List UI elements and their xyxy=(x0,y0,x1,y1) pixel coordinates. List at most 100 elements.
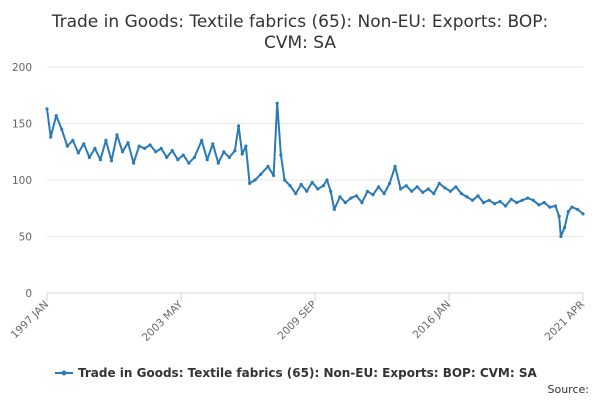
data-point[interactable] xyxy=(338,195,342,199)
data-point[interactable] xyxy=(181,153,185,157)
data-point[interactable] xyxy=(566,210,570,214)
source-label[interactable]: Source: xyxy=(548,383,590,396)
data-point[interactable] xyxy=(165,155,169,159)
data-point[interactable] xyxy=(548,205,552,209)
legend[interactable]: Trade in Goods: Textile fabrics (65): No… xyxy=(55,366,537,380)
data-point[interactable] xyxy=(376,185,381,189)
data-point[interactable] xyxy=(240,152,244,156)
data-point[interactable] xyxy=(132,161,136,165)
data-point[interactable] xyxy=(410,189,414,193)
data-point[interactable] xyxy=(559,234,563,239)
data-point[interactable] xyxy=(294,192,298,196)
data-point[interactable] xyxy=(65,144,69,148)
data-point[interactable] xyxy=(93,146,97,150)
data-point[interactable] xyxy=(233,149,237,153)
data-point[interactable] xyxy=(432,192,436,196)
data-point[interactable] xyxy=(170,149,174,153)
data-point[interactable] xyxy=(454,185,458,189)
data-point[interactable] xyxy=(253,178,257,182)
data-point[interactable] xyxy=(266,164,270,168)
data-point[interactable] xyxy=(205,158,209,162)
data-point[interactable] xyxy=(299,182,303,187)
data-point[interactable] xyxy=(49,135,53,139)
data-point[interactable] xyxy=(45,107,49,111)
data-point[interactable] xyxy=(237,124,241,128)
data-point[interactable] xyxy=(87,155,91,159)
data-point[interactable] xyxy=(349,196,353,200)
data-point[interactable] xyxy=(443,186,447,190)
data-point[interactable] xyxy=(404,184,408,188)
data-point[interactable] xyxy=(459,192,463,196)
data-point[interactable] xyxy=(227,155,231,159)
legend-label[interactable]: Trade in Goods: Textile fabrics (65): No… xyxy=(78,366,537,380)
data-point[interactable] xyxy=(143,146,147,150)
data-point[interactable] xyxy=(82,142,86,146)
data-point[interactable] xyxy=(581,212,585,216)
data-point[interactable] xyxy=(137,144,141,148)
data-point[interactable] xyxy=(515,201,519,205)
data-point[interactable] xyxy=(575,207,580,211)
data-point[interactable] xyxy=(399,187,403,191)
data-point[interactable] xyxy=(504,204,508,208)
data-point[interactable] xyxy=(465,195,469,199)
data-point[interactable] xyxy=(244,144,248,148)
data-point[interactable] xyxy=(310,180,314,184)
data-point[interactable] xyxy=(329,189,333,193)
data-point[interactable] xyxy=(54,114,58,118)
data-point[interactable] xyxy=(98,158,102,162)
data-point[interactable] xyxy=(120,150,125,154)
data-point[interactable] xyxy=(325,178,329,182)
data-point[interactable] xyxy=(354,194,358,198)
data-point[interactable] xyxy=(176,158,180,162)
data-point[interactable] xyxy=(520,198,524,202)
data-point[interactable] xyxy=(563,225,567,230)
data-point[interactable] xyxy=(71,138,75,142)
data-point[interactable] xyxy=(481,201,486,205)
data-point[interactable] xyxy=(388,181,392,185)
data-point[interactable] xyxy=(526,196,530,200)
data-point[interactable] xyxy=(332,207,336,211)
data-point[interactable] xyxy=(415,185,419,189)
data-point[interactable] xyxy=(493,202,497,206)
data-point[interactable] xyxy=(321,184,325,188)
data-point[interactable] xyxy=(343,201,347,205)
data-point[interactable] xyxy=(259,172,263,176)
data-point[interactable] xyxy=(115,133,119,137)
data-point[interactable] xyxy=(371,193,375,197)
data-point[interactable] xyxy=(553,204,558,208)
data-point[interactable] xyxy=(148,143,152,147)
data-point[interactable] xyxy=(437,181,441,185)
data-point[interactable] xyxy=(187,161,191,165)
data-point[interactable] xyxy=(200,138,204,142)
data-point[interactable] xyxy=(211,142,215,146)
data-point[interactable] xyxy=(76,151,80,155)
data-point[interactable] xyxy=(126,141,130,145)
data-point[interactable] xyxy=(154,150,158,154)
data-point[interactable] xyxy=(382,192,386,196)
data-point[interactable] xyxy=(104,138,108,142)
data-point[interactable] xyxy=(476,194,480,198)
data-point[interactable] xyxy=(531,198,535,202)
data-point[interactable] xyxy=(316,187,320,191)
data-point[interactable] xyxy=(365,189,370,193)
data-point[interactable] xyxy=(60,127,64,131)
data-point[interactable] xyxy=(279,153,283,157)
data-point[interactable] xyxy=(109,159,114,163)
data-point[interactable] xyxy=(498,199,502,204)
data-point[interactable] xyxy=(360,201,364,205)
data-point[interactable] xyxy=(275,101,279,105)
data-point[interactable] xyxy=(216,161,220,165)
data-point[interactable] xyxy=(537,203,541,207)
data-point[interactable] xyxy=(222,150,226,154)
data-point[interactable] xyxy=(570,205,574,209)
data-point[interactable] xyxy=(509,197,513,201)
data-point[interactable] xyxy=(159,146,163,150)
data-point[interactable] xyxy=(272,173,276,178)
data-point[interactable] xyxy=(470,198,475,202)
data-point[interactable] xyxy=(305,189,309,193)
data-point[interactable] xyxy=(487,198,491,202)
data-point[interactable] xyxy=(393,164,397,168)
data-point[interactable] xyxy=(248,181,252,185)
data-point[interactable] xyxy=(192,155,196,159)
data-point[interactable] xyxy=(426,187,430,191)
